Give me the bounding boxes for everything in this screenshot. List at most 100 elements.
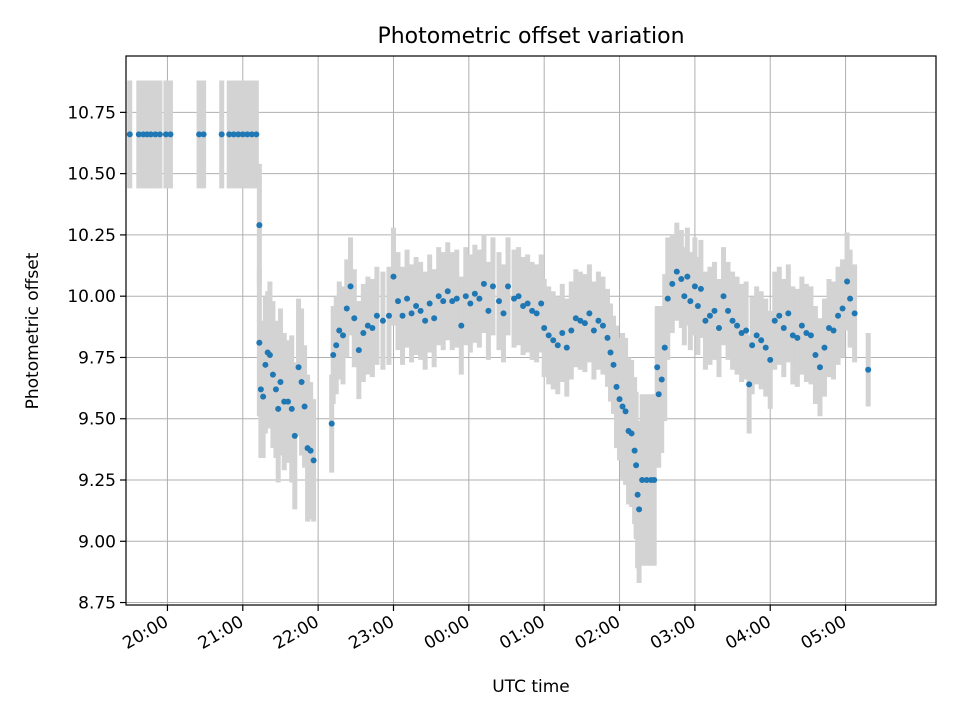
data-point (333, 342, 340, 349)
data-point (257, 386, 264, 393)
data-point (865, 366, 872, 373)
data-point (702, 317, 709, 324)
data-point (590, 327, 597, 334)
data-point (746, 381, 753, 388)
data-point (780, 325, 787, 332)
y-tick-label: 8.75 (78, 594, 116, 614)
data-point (538, 300, 545, 307)
data-point (385, 312, 392, 319)
data-point (706, 312, 713, 319)
data-point (749, 342, 756, 349)
data-point (830, 327, 837, 334)
data-point (771, 317, 778, 324)
data-point (633, 462, 640, 469)
data-point (798, 322, 805, 329)
data-point (244, 131, 251, 138)
data-point (758, 337, 765, 344)
data-point (248, 131, 255, 138)
data-point (328, 420, 335, 427)
data-point (360, 329, 367, 336)
data-point (776, 312, 783, 319)
data-point (550, 337, 557, 344)
data-point (669, 280, 676, 287)
data-point (610, 361, 617, 368)
data-point (785, 310, 792, 317)
data-point (435, 293, 442, 300)
data-point (291, 432, 298, 439)
data-point (462, 293, 469, 300)
data-point (684, 273, 691, 280)
data-point (599, 322, 606, 329)
data-point (364, 322, 371, 329)
data-point (269, 371, 276, 378)
data-point (533, 310, 540, 317)
data-point (734, 322, 741, 329)
y-axis-ticks: 8.75 9.00 9.25 9.50 9.75 10.00 10.25 10.50 10.75 (67, 103, 126, 614)
data-point (572, 315, 579, 322)
data-point (379, 317, 386, 324)
x-axis-label: UTC time (492, 677, 570, 697)
data-point (812, 352, 819, 359)
data-point (152, 131, 159, 138)
data-point (390, 273, 397, 280)
data-point (485, 307, 492, 314)
axes-frame (125, 55, 937, 606)
data-point (794, 334, 801, 341)
data-point (288, 405, 295, 412)
data-point (607, 349, 614, 356)
data-point (568, 327, 575, 334)
data-point (803, 329, 810, 336)
data-point (767, 356, 774, 363)
data-point (545, 332, 552, 339)
data-point (844, 278, 851, 285)
y-tick-label: 9.25 (78, 471, 116, 491)
data-point (373, 312, 380, 319)
data-point (330, 352, 337, 359)
data-point (413, 302, 420, 309)
data-point (272, 386, 279, 393)
data-point (295, 364, 302, 371)
data-point (563, 344, 570, 351)
data-point (408, 310, 415, 317)
data-point (417, 307, 424, 314)
data-point (355, 347, 362, 354)
data-point (711, 307, 718, 314)
y-tick-label: 10.75 (67, 103, 116, 123)
data-point (577, 317, 584, 324)
data-point (524, 300, 531, 307)
y-tick-label: 10.50 (67, 165, 116, 185)
data-point (687, 298, 694, 305)
data-point (431, 315, 438, 322)
data-point (678, 276, 685, 283)
chart-title: Photometric offset variation (377, 24, 684, 49)
data-point (691, 283, 698, 290)
data-point (351, 315, 358, 322)
data-point (336, 327, 343, 334)
data-point (604, 334, 611, 341)
data-point (529, 307, 536, 314)
data-point (651, 477, 658, 484)
data-point (230, 131, 237, 138)
data-point (661, 344, 668, 351)
data-point (631, 447, 638, 454)
data-point (126, 131, 133, 138)
data-point (426, 300, 433, 307)
data-point (826, 325, 833, 332)
data-point (422, 317, 429, 324)
data-point (253, 131, 260, 138)
data-point (266, 352, 273, 359)
point-layer (126, 131, 872, 513)
data-point (480, 280, 487, 287)
data-point (664, 295, 671, 302)
data-point (729, 317, 736, 324)
data-point (200, 131, 207, 138)
data-point (167, 131, 174, 138)
data-point (196, 131, 203, 138)
data-point (789, 332, 796, 339)
data-point (226, 131, 233, 138)
data-point (639, 477, 646, 484)
data-point (839, 305, 846, 312)
data-point (218, 131, 225, 138)
data-point (404, 295, 411, 302)
